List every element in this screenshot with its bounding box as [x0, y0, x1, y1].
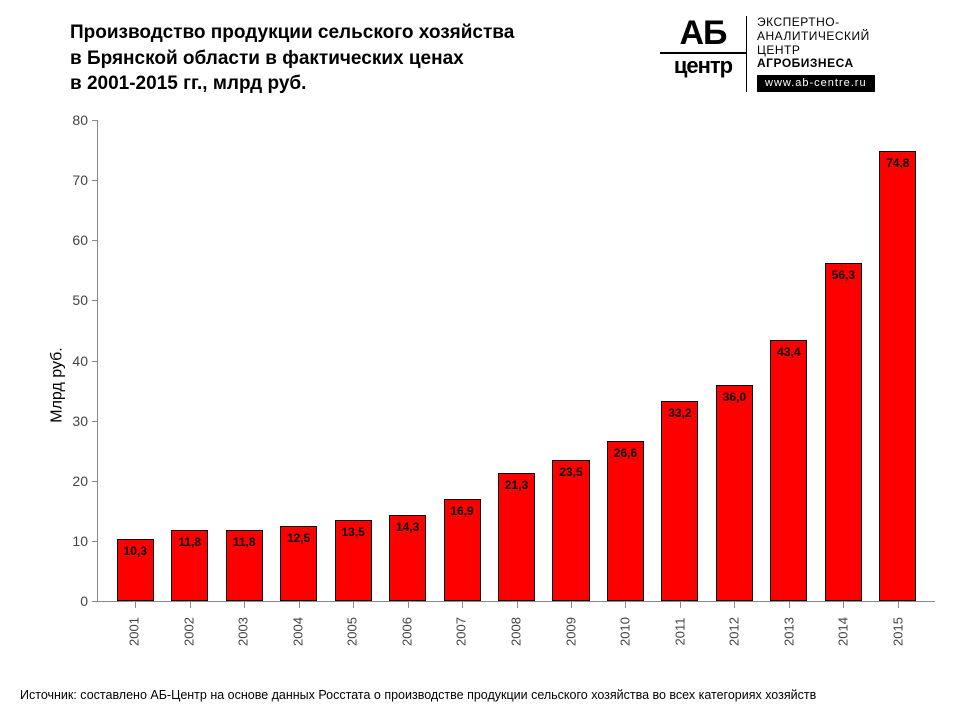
x-tick-label: 2014 — [816, 602, 871, 650]
bar: 11,8 — [171, 530, 208, 601]
bar-value-label: 43,4 — [777, 345, 800, 359]
x-tick-label: 2006 — [380, 602, 435, 650]
title-line-2: в Брянской области в фактических ценах — [70, 48, 464, 69]
logo-tagline-line-2: АНАЛИТИЧЕСКИЙ — [757, 30, 930, 44]
x-tick-label: 2011 — [652, 602, 707, 650]
bar: 23,5 — [552, 460, 589, 601]
x-tick-label: 2003 — [216, 602, 271, 650]
title-line-1: Производство продукции сельского хозяйст… — [70, 22, 514, 43]
bar-slot: 26,6 — [598, 120, 652, 601]
y-tick-label: 30 — [72, 413, 98, 429]
title-line-3: в 2001-2015 гг., млрд руб. — [70, 73, 306, 94]
y-tick-label: 40 — [72, 353, 98, 369]
bar-value-label: 36,0 — [723, 390, 746, 404]
source-footer: Источник: составлено АБ-Центр на основе … — [20, 688, 940, 702]
logo-tagline-line-1: ЭКСПЕРТНО- — [757, 16, 930, 30]
bar: 36,0 — [716, 385, 753, 601]
y-tick-label: 50 — [72, 292, 98, 308]
bar: 16,9 — [444, 499, 481, 601]
bar: 11,8 — [226, 530, 263, 601]
logo-url: www.ab-centre.ru — [757, 75, 875, 92]
bar: 26,6 — [607, 441, 644, 601]
y-tick-label: 70 — [72, 172, 98, 188]
bar-chart: Млрд руб. 10,311,811,812,513,514,316,921… — [65, 120, 935, 650]
bar-slot: 23,5 — [544, 120, 598, 601]
bar: 10,3 — [117, 539, 154, 601]
bar-value-label: 10,3 — [124, 544, 147, 558]
x-tick-label: 2001 — [107, 602, 162, 650]
y-tick-label: 60 — [72, 232, 98, 248]
logo-tagline-line-3: ЦЕНТР — [757, 44, 930, 58]
bar-slot: 10,3 — [108, 120, 162, 601]
bar-slot: 14,3 — [380, 120, 434, 601]
x-tick-label: 2005 — [325, 602, 380, 650]
bar-slot: 33,2 — [653, 120, 707, 601]
bar-value-label: 16,9 — [450, 504, 473, 518]
chart-title: Производство продукции сельского хозяйст… — [70, 20, 680, 97]
bar: 56,3 — [825, 263, 862, 602]
x-tick-label: 2008 — [489, 602, 544, 650]
logo-tagline-line-4: АГРОБИЗНЕСА — [757, 57, 930, 71]
bar-slot: 21,3 — [489, 120, 543, 601]
logo-text-top: АБ — [660, 16, 746, 50]
bar-slot: 43,4 — [762, 120, 816, 601]
bar-slot: 11,8 — [217, 120, 271, 601]
bar: 21,3 — [498, 473, 535, 601]
x-tick-label: 2013 — [761, 602, 816, 650]
x-tick-label: 2015 — [870, 602, 925, 650]
bar-slot: 74,8 — [871, 120, 925, 601]
page-root: Производство продукции сельского хозяйст… — [0, 0, 960, 720]
y-tick-label: 0 — [80, 593, 98, 609]
logo-text-bottom: центр — [660, 55, 746, 77]
x-tick-label: 2002 — [162, 602, 217, 650]
bar-value-label: 14,3 — [396, 520, 419, 534]
y-tick-label: 80 — [72, 112, 98, 128]
x-tick-label: 2007 — [434, 602, 489, 650]
bar: 14,3 — [389, 515, 426, 601]
bar-value-label: 13,5 — [341, 525, 364, 539]
x-tick-label: 2012 — [707, 602, 762, 650]
bar-value-label: 23,5 — [559, 465, 582, 479]
bar-value-label: 33,2 — [668, 406, 691, 420]
bar-slot: 11,8 — [162, 120, 216, 601]
logo-mark: АБ центр — [660, 16, 746, 77]
chart-title-block: Производство продукции сельского хозяйст… — [70, 20, 680, 97]
bar-value-label: 21,3 — [505, 478, 528, 492]
x-axis-labels: 2001200220032004200520062007200820092010… — [97, 602, 935, 650]
bar-value-label: 12,5 — [287, 531, 310, 545]
bar-value-label: 74,8 — [886, 156, 909, 170]
bar-value-label: 11,8 — [233, 535, 256, 549]
bar-slot: 36,0 — [707, 120, 761, 601]
bar-slot: 56,3 — [816, 120, 870, 601]
bar: 13,5 — [335, 520, 372, 601]
bar-slot: 13,5 — [326, 120, 380, 601]
bar-value-label: 11,8 — [178, 535, 201, 549]
plot-area: 10,3 11,8 11,8 12,5 13,5 14,3 16,9 21,3 23,5 26,6… — [97, 120, 935, 602]
x-tick-label: 2004 — [271, 602, 326, 650]
x-tick-label: 2010 — [598, 602, 653, 650]
bar: 43,4 — [770, 340, 807, 601]
bar: 33,2 — [661, 401, 698, 601]
y-tick-label: 10 — [72, 533, 98, 549]
bar-value-label: 26,6 — [614, 446, 637, 460]
x-tick-label: 2009 — [543, 602, 598, 650]
bar-value-label: 56,3 — [832, 268, 855, 282]
bar: 74,8 — [879, 151, 916, 601]
y-axis-label: Млрд руб. — [49, 347, 67, 422]
logo-tagline: ЭКСПЕРТНО- АНАЛИТИЧЕСКИЙ ЦЕНТР АГРОБИЗНЕ… — [746, 16, 930, 92]
brand-logo: АБ центр ЭКСПЕРТНО- АНАЛИТИЧЕСКИЙ ЦЕНТР … — [660, 16, 930, 92]
bars-container: 10,3 11,8 11,8 12,5 13,5 14,3 16,9 21,3 23,5 26,6… — [98, 120, 935, 601]
bar: 12,5 — [280, 526, 317, 601]
y-tick-label: 20 — [72, 473, 98, 489]
bar-slot: 12,5 — [271, 120, 325, 601]
bar-slot: 16,9 — [435, 120, 489, 601]
